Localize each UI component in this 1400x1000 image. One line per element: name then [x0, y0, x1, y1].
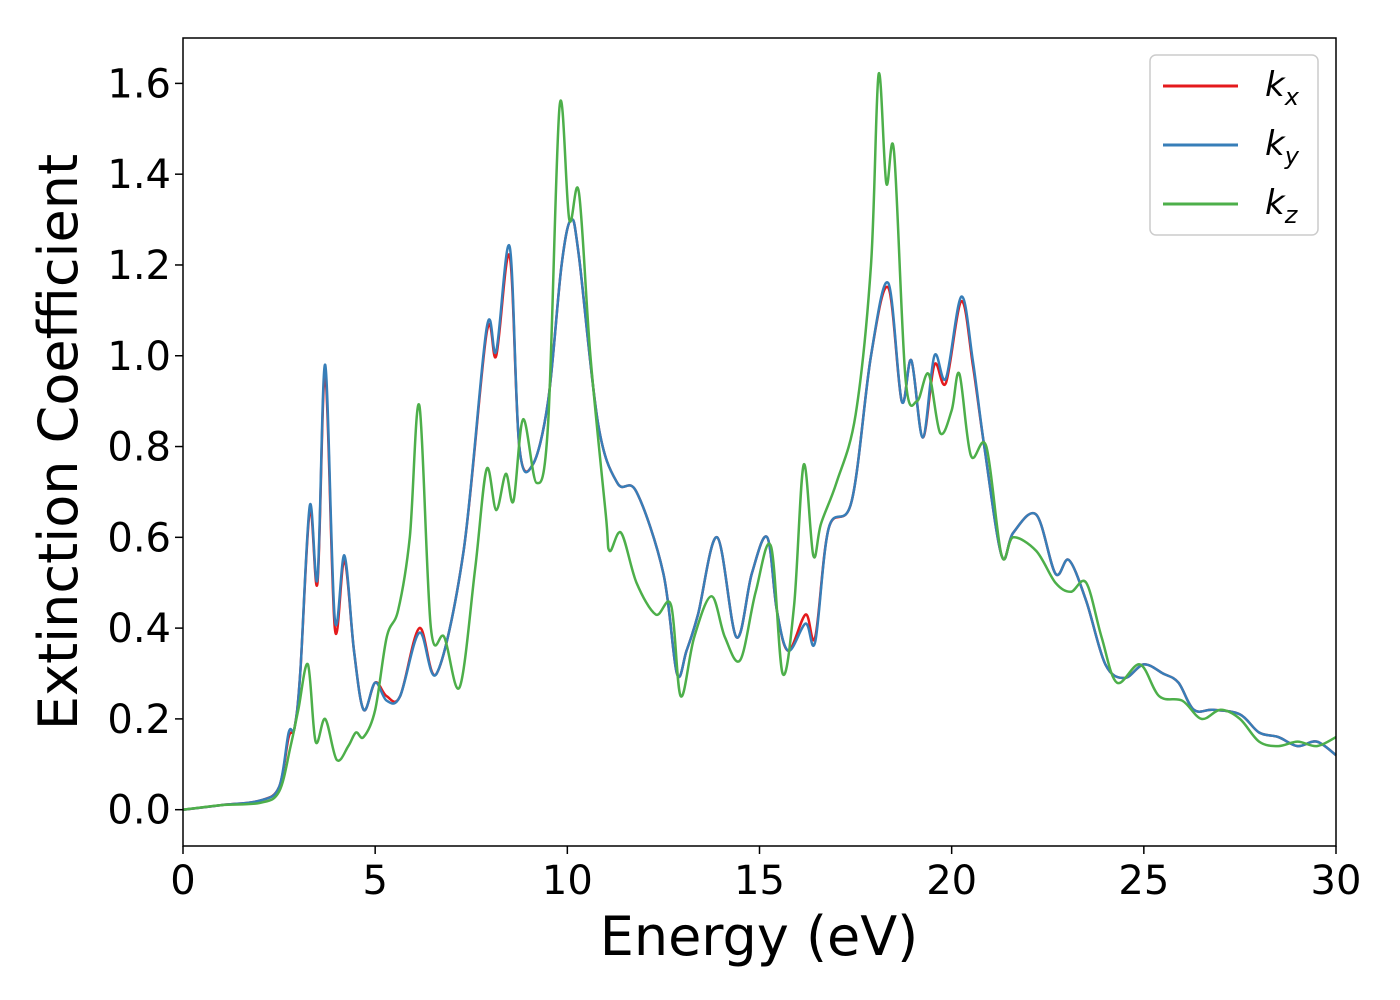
series-line-ky: [182, 218, 1337, 811]
y-tick-label: 0.0: [107, 788, 171, 834]
x-axis: 0 5 10 15 20 25 30: [170, 846, 1361, 904]
y-tick-label: 0.6: [107, 515, 171, 561]
legend-label-kx: kx: [1265, 65, 1300, 111]
x-tick-label: 15: [734, 858, 785, 904]
y-tick-label: 0.2: [107, 697, 171, 743]
y-tick-label: 0.8: [107, 425, 171, 471]
y-tick-label: 1.2: [107, 243, 171, 289]
series-line-kz: [182, 72, 1337, 811]
x-axis-label: Energy (eV): [600, 905, 919, 968]
x-tick-label: 20: [926, 858, 977, 904]
x-tick-label: 5: [362, 858, 387, 904]
y-tick-label: 1.0: [107, 334, 171, 380]
y-tick-label: 0.4: [107, 606, 171, 652]
x-tick-label: 25: [1118, 858, 1169, 904]
x-tick-label: 10: [542, 858, 593, 904]
y-axis: 0.0 0.2 0.4 0.6 0.8 1.0 1.2 1.4 1.6: [107, 61, 183, 834]
x-tick-label: 0: [170, 858, 195, 904]
y-axis-label: Extinction Coefficient: [27, 154, 90, 730]
series-layer: [182, 72, 1337, 811]
legend: kx ky kz: [1149, 54, 1319, 236]
x-tick-label: 30: [1311, 858, 1362, 904]
y-tick-label: 1.6: [107, 61, 171, 107]
y-tick-label: 1.4: [107, 152, 171, 198]
legend-label-ky: ky: [1265, 124, 1300, 170]
legend-label-kz: kz: [1265, 183, 1299, 229]
